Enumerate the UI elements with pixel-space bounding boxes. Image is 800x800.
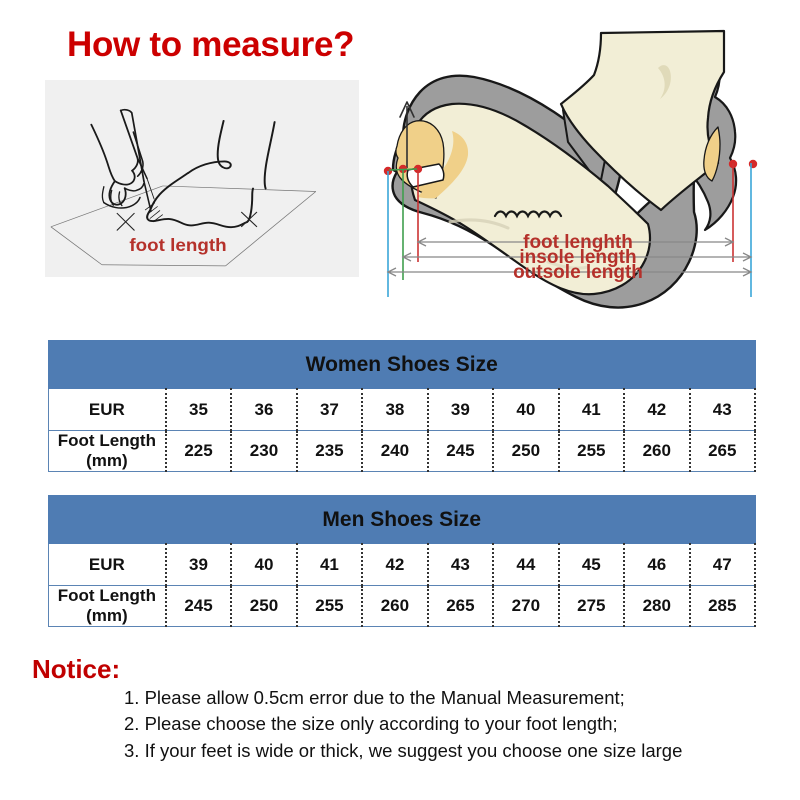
svg-text:outsole length: outsole length (513, 262, 643, 283)
